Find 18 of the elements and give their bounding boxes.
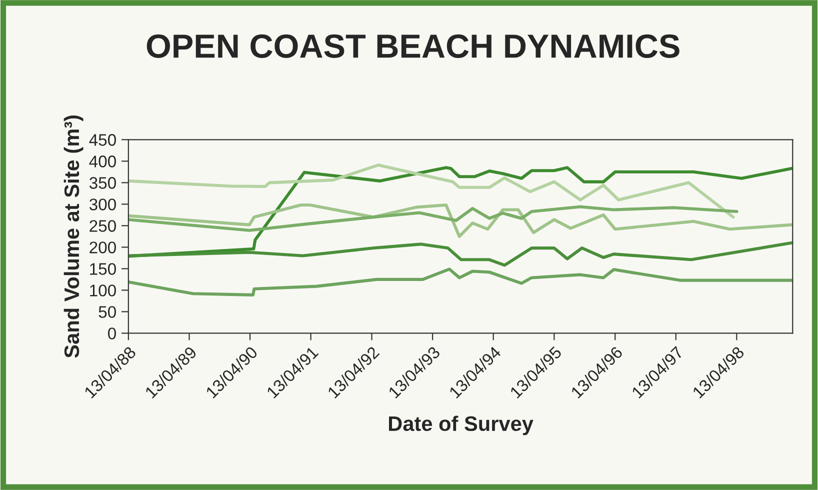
x-axis-title: Date of Survey — [388, 416, 534, 436]
chart-title: OPEN COAST BEACH DYNAMICS — [146, 34, 680, 58]
y-tick-label: 200 — [90, 242, 116, 254]
y-tick-label: 350 — [89, 177, 116, 189]
line-series — [128, 205, 738, 232]
y-tick-label: 0 — [108, 328, 116, 340]
y-tick-label: 250 — [90, 220, 116, 232]
line-series — [128, 203, 793, 238]
y-tick-label: 300 — [89, 198, 116, 210]
line-series — [128, 241, 793, 267]
y-tick-label: 400 — [89, 156, 116, 168]
y-tick-label: 50 — [98, 306, 116, 318]
line-series — [128, 268, 793, 296]
y-tick-label: 150 — [90, 263, 116, 275]
line-series — [128, 163, 735, 219]
y-tick-label: 100 — [90, 284, 116, 296]
y-tick-label: 450 — [89, 134, 116, 146]
y-axis-title: Sand Volume at Site (m³) — [64, 116, 84, 358]
